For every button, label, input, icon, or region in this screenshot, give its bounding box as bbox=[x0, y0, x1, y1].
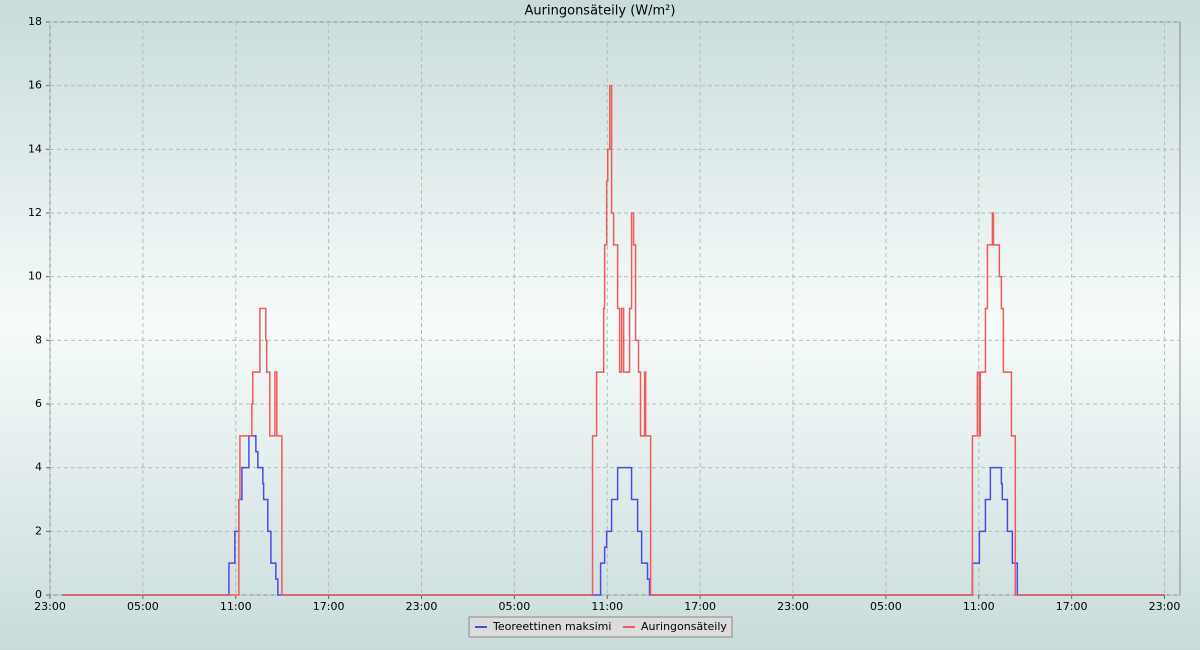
x-tick-label: 23:00 bbox=[777, 600, 809, 613]
x-tick-label: 17:00 bbox=[1056, 600, 1088, 613]
x-tick-label: 05:00 bbox=[499, 600, 531, 613]
y-tick-label: 16 bbox=[28, 79, 42, 92]
x-tick-label: 11:00 bbox=[591, 600, 623, 613]
x-tick-label: 23:00 bbox=[34, 600, 66, 613]
legend: Teoreettinen maksimi Auringonsäteily bbox=[468, 616, 733, 638]
x-tick-label: 17:00 bbox=[684, 600, 716, 613]
chart-title: Auringonsäteily (W/m²) bbox=[525, 4, 676, 19]
y-tick-label: 4 bbox=[35, 461, 42, 474]
legend-label: Teoreettinen maksimi bbox=[492, 620, 611, 633]
x-tick-label: 05:00 bbox=[870, 600, 902, 613]
legend-box bbox=[468, 616, 733, 638]
x-tick-label: 11:00 bbox=[963, 600, 995, 613]
y-tick-label: 8 bbox=[35, 333, 42, 346]
y-tick-label: 14 bbox=[28, 142, 42, 155]
x-tick-label: 17:00 bbox=[313, 600, 345, 613]
y-tick-label: 2 bbox=[35, 524, 42, 537]
x-tick-label: 11:00 bbox=[220, 600, 252, 613]
data-line bbox=[62, 435, 1165, 596]
y-tick-label: 10 bbox=[28, 270, 42, 283]
x-tick-label: 05:00 bbox=[127, 600, 159, 613]
data-line bbox=[62, 84, 1165, 596]
plot-frame bbox=[49, 21, 1181, 596]
x-tick-label: 23:00 bbox=[406, 600, 438, 613]
y-tick-label: 0 bbox=[35, 588, 42, 601]
y-tick-label: 18 bbox=[28, 15, 42, 28]
y-tick-label: 12 bbox=[28, 206, 42, 219]
legend-label: Auringonsäteily bbox=[641, 620, 727, 633]
y-tick-label: 6 bbox=[35, 397, 42, 410]
x-tick-label: 23:00 bbox=[1149, 600, 1181, 613]
